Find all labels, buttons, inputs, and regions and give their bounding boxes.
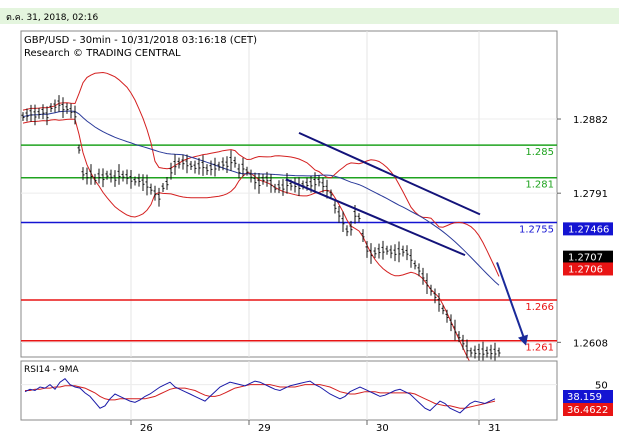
moving-average-line (22, 110, 500, 286)
chart-title: GBP/USD - 30min - 10/31/2018 03:16:18 (C… (24, 35, 257, 46)
level-label: 1.2755 (519, 225, 554, 236)
price-levels: 1.285 1.281 1.2755 1.266 1.261 (21, 144, 557, 354)
rsi-signal-line (25, 384, 496, 409)
rsi-y-tick-label: 50 (595, 381, 608, 392)
rsi-tag-bg (563, 403, 613, 416)
bollinger-lower (22, 118, 500, 382)
rsi-tag-bg (563, 390, 613, 403)
price-tag-label: 1.2706 (568, 264, 603, 275)
x-tick-label: 29 (258, 423, 271, 434)
price-bars (21, 95, 501, 363)
rsi-tag-label: 38.159 (567, 392, 602, 403)
x-axis: 26 29 30 31 (130, 420, 501, 434)
x-tick-label: 30 (376, 423, 389, 434)
price-tag-bg (563, 262, 613, 276)
price-tag-label: 1.2707 (568, 253, 603, 264)
level-label: 1.266 (525, 302, 554, 313)
level-label: 1.281 (525, 180, 554, 191)
rsi-panel (20, 360, 558, 421)
rsi-line (24, 378, 496, 414)
price-grid (21, 31, 557, 357)
y-tick-label: 1.2882 (573, 115, 608, 126)
timestamp-label: ต.ค. 31, 2018, 02:16 (6, 13, 98, 23)
y-tick-label: 1.2791 (573, 189, 608, 200)
rsi-lines (24, 378, 496, 414)
price-indicators (22, 71, 500, 382)
price-tag-bg (563, 250, 613, 264)
price-annotations (285, 131, 528, 346)
header-bar (0, 8, 619, 24)
rsi-tag-label: 36.4622 (567, 405, 608, 416)
forecast-arrow-head (518, 334, 528, 346)
y-tick-label: 1.2608 (573, 338, 608, 349)
rsi-title: RSI14 - 9MA (24, 365, 80, 375)
forecast-arrow-shaft (496, 262, 525, 339)
x-tick-label: 31 (488, 423, 501, 434)
level-label: 1.261 (525, 343, 554, 354)
x-tick-label: 26 (140, 423, 153, 434)
channel-upper-line (298, 131, 481, 216)
channel-lower-line (285, 178, 466, 257)
chart-subtitle: Research © TRADING CENTRAL (24, 48, 181, 59)
price-tag-bg (563, 222, 613, 236)
level-label: 1.285 (525, 147, 554, 158)
price-tag-label: 1.27466 (568, 224, 609, 235)
price-panel (20, 30, 558, 358)
